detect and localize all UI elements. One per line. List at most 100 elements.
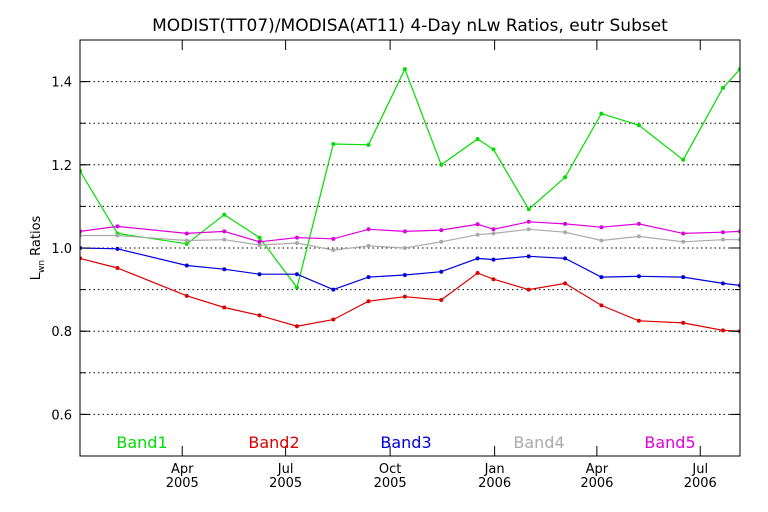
x-tick-year-label: 2006 bbox=[478, 476, 511, 491]
data-point bbox=[526, 254, 531, 259]
data-point bbox=[115, 224, 120, 229]
data-point bbox=[257, 243, 262, 248]
data-point bbox=[720, 328, 725, 333]
data-point bbox=[402, 67, 407, 72]
y-tick-label: 1.2 bbox=[51, 159, 72, 174]
data-point bbox=[720, 230, 725, 235]
data-point bbox=[439, 269, 444, 274]
legend-item-band4: Band4 bbox=[513, 433, 564, 452]
data-point bbox=[563, 281, 568, 286]
data-point bbox=[720, 281, 725, 286]
data-point bbox=[257, 239, 262, 244]
data-point bbox=[681, 275, 686, 280]
data-point bbox=[636, 123, 641, 128]
x-tick-year-label: 2005 bbox=[374, 476, 407, 491]
x-tick-month-label: Oct bbox=[379, 462, 401, 477]
data-point bbox=[439, 228, 444, 233]
data-point bbox=[475, 256, 480, 261]
data-point bbox=[115, 233, 120, 238]
data-point bbox=[681, 157, 686, 162]
data-point bbox=[681, 239, 686, 244]
data-point bbox=[222, 237, 227, 242]
data-point bbox=[491, 231, 496, 236]
data-point bbox=[599, 275, 604, 280]
data-point bbox=[563, 230, 568, 235]
data-point bbox=[599, 238, 604, 243]
data-point bbox=[184, 231, 189, 236]
y-tick-label: 0.6 bbox=[51, 408, 72, 423]
data-point bbox=[366, 275, 371, 280]
data-point bbox=[439, 298, 444, 302]
data-point bbox=[294, 241, 299, 246]
data-point bbox=[720, 237, 725, 242]
y-tick-label: 0.8 bbox=[51, 325, 72, 340]
data-point bbox=[222, 267, 227, 272]
data-point bbox=[402, 229, 407, 234]
legend-item-band3: Band3 bbox=[380, 433, 431, 452]
data-point bbox=[491, 227, 496, 232]
data-point bbox=[294, 235, 299, 240]
x-tick-year-label: 2005 bbox=[166, 476, 199, 491]
data-point bbox=[636, 221, 641, 226]
data-point bbox=[439, 239, 444, 244]
data-point bbox=[491, 257, 496, 262]
y-tick-label: 1.0 bbox=[51, 242, 72, 257]
chart-title: MODIST(TT07)/MODISA(AT11) 4-Day nLw Rati… bbox=[152, 16, 668, 36]
data-point bbox=[526, 287, 531, 292]
y-axis-ticks: 0.6 0.8 1.0 1.2 1.4 bbox=[51, 76, 740, 423]
data-point bbox=[294, 272, 299, 277]
x-tick-month-label: Jul bbox=[277, 462, 294, 477]
series-band4 bbox=[80, 227, 740, 253]
data-point bbox=[439, 162, 444, 167]
data-point bbox=[366, 243, 371, 248]
data-point bbox=[475, 137, 480, 142]
data-point bbox=[563, 175, 568, 180]
series-lines bbox=[80, 67, 740, 334]
data-point bbox=[720, 85, 725, 90]
data-point bbox=[184, 293, 189, 298]
data-point bbox=[475, 232, 480, 237]
data-point bbox=[222, 212, 227, 217]
data-point bbox=[475, 222, 480, 227]
data-point bbox=[599, 111, 604, 116]
data-point bbox=[599, 225, 604, 230]
data-point bbox=[475, 270, 480, 275]
data-point bbox=[402, 294, 407, 299]
data-point bbox=[491, 147, 496, 152]
data-point bbox=[331, 287, 336, 292]
data-point bbox=[184, 263, 189, 268]
plot-frame bbox=[79, 39, 741, 457]
x-tick-year-label: 2006 bbox=[580, 476, 613, 491]
data-point bbox=[184, 241, 189, 246]
y-axis-label-main: L bbox=[29, 272, 44, 280]
data-point bbox=[222, 229, 227, 234]
series-band2 bbox=[80, 256, 740, 334]
legend-item-band5: Band5 bbox=[644, 433, 695, 452]
data-point bbox=[563, 221, 568, 226]
x-tick-year-label: 2006 bbox=[684, 476, 717, 491]
legend-item-band2: Band2 bbox=[248, 433, 299, 452]
data-point bbox=[491, 277, 496, 282]
data-point bbox=[184, 238, 189, 243]
data-point bbox=[257, 272, 262, 277]
data-point bbox=[636, 274, 641, 279]
x-tick-month-label: Apr bbox=[586, 462, 609, 477]
y-tick-label: 1.4 bbox=[51, 76, 72, 91]
data-point bbox=[366, 142, 371, 147]
gridlines bbox=[80, 81, 740, 415]
x-axis-ticks: Apr2005Jul2005Oct2005Jan2006Apr2006Jul20… bbox=[166, 40, 717, 491]
x-tick-year-label: 2005 bbox=[269, 476, 302, 491]
data-point bbox=[563, 256, 568, 261]
y-axis-label-rest: Ratios bbox=[29, 215, 44, 260]
data-point bbox=[402, 273, 407, 278]
data-point bbox=[366, 227, 371, 232]
data-point bbox=[366, 299, 371, 304]
data-point bbox=[636, 318, 641, 323]
x-tick-month-label: Jan bbox=[484, 462, 505, 477]
data-point bbox=[636, 234, 641, 239]
data-point bbox=[257, 313, 262, 318]
y-axis-label-subscript: wn bbox=[37, 260, 47, 273]
series-band5 bbox=[80, 219, 740, 244]
